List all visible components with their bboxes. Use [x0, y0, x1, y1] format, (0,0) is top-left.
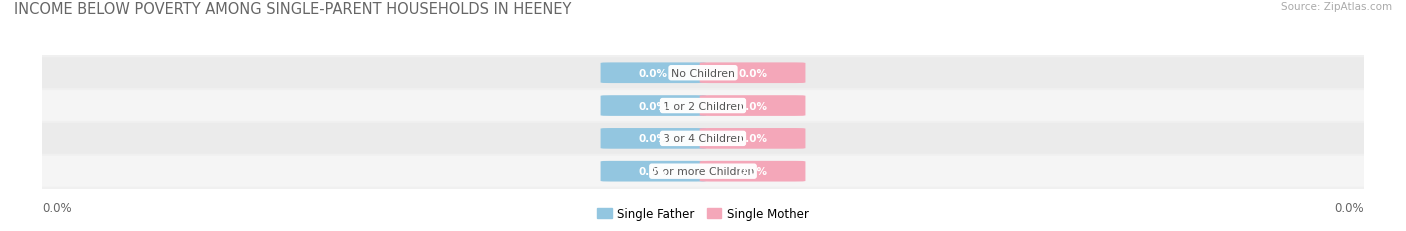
- Text: 0.0%: 0.0%: [638, 101, 668, 111]
- FancyBboxPatch shape: [700, 63, 806, 84]
- Text: INCOME BELOW POVERTY AMONG SINGLE-PARENT HOUSEHOLDS IN HEENEY: INCOME BELOW POVERTY AMONG SINGLE-PARENT…: [14, 2, 571, 17]
- Text: 0.0%: 0.0%: [638, 134, 668, 144]
- FancyBboxPatch shape: [600, 161, 706, 182]
- FancyBboxPatch shape: [700, 96, 806, 116]
- Text: 0.0%: 0.0%: [738, 68, 768, 78]
- Text: 0.0%: 0.0%: [738, 101, 768, 111]
- Text: No Children: No Children: [671, 68, 735, 78]
- Text: 0.0%: 0.0%: [638, 167, 668, 176]
- Text: Source: ZipAtlas.com: Source: ZipAtlas.com: [1281, 2, 1392, 12]
- Text: 3 or 4 Children: 3 or 4 Children: [662, 134, 744, 144]
- Text: 0.0%: 0.0%: [42, 201, 72, 214]
- FancyBboxPatch shape: [30, 123, 1376, 154]
- Text: 5 or more Children: 5 or more Children: [652, 167, 754, 176]
- FancyBboxPatch shape: [600, 63, 706, 84]
- FancyBboxPatch shape: [700, 128, 806, 149]
- FancyBboxPatch shape: [700, 161, 806, 182]
- FancyBboxPatch shape: [600, 96, 706, 116]
- Text: 0.0%: 0.0%: [738, 134, 768, 144]
- Text: 0.0%: 0.0%: [1334, 201, 1364, 214]
- FancyBboxPatch shape: [30, 91, 1376, 122]
- Text: 0.0%: 0.0%: [638, 68, 668, 78]
- FancyBboxPatch shape: [30, 58, 1376, 89]
- Text: 1 or 2 Children: 1 or 2 Children: [662, 101, 744, 111]
- Legend: Single Father, Single Mother: Single Father, Single Mother: [593, 203, 813, 225]
- FancyBboxPatch shape: [30, 156, 1376, 187]
- FancyBboxPatch shape: [600, 128, 706, 149]
- Text: 0.0%: 0.0%: [738, 167, 768, 176]
